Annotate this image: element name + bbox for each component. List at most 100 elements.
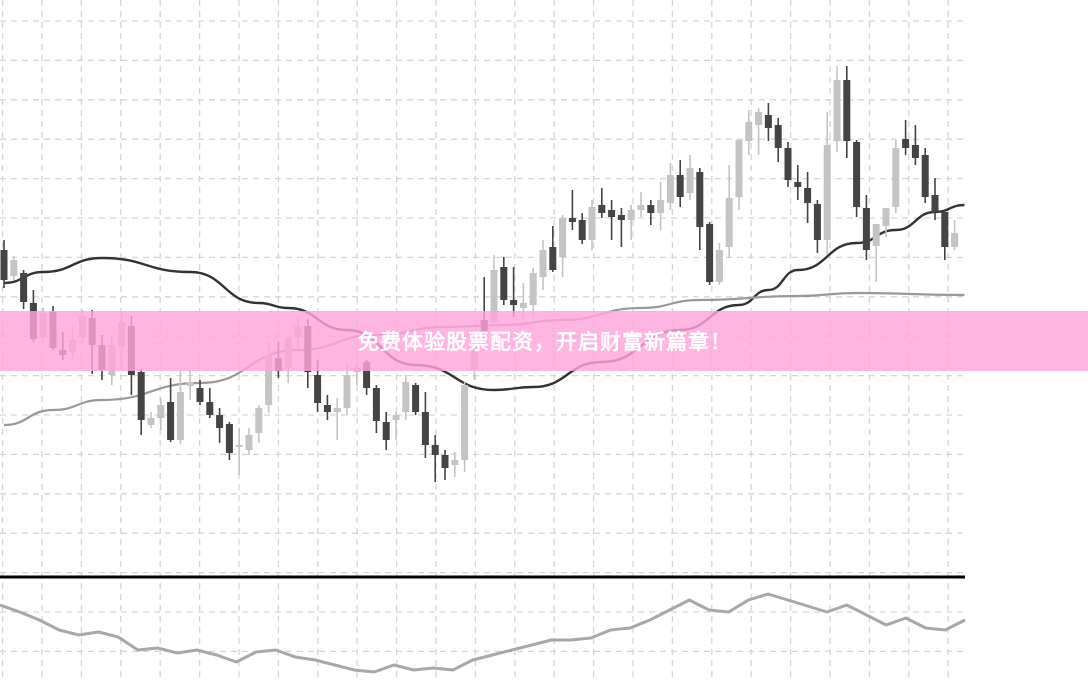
- candle-body: [235, 445, 243, 447]
- candle: [461, 382, 469, 472]
- candle: [853, 140, 861, 217]
- candle-body: [245, 435, 253, 450]
- candle-body: [157, 405, 165, 418]
- candle-body: [666, 175, 674, 203]
- candle: [167, 378, 175, 442]
- candle-body: [186, 382, 194, 386]
- candle-body: [196, 388, 204, 402]
- candle-body: [794, 182, 802, 187]
- candle: [255, 405, 263, 443]
- candle: [20, 270, 28, 309]
- candle-body: [902, 139, 910, 148]
- candle: [392, 412, 400, 440]
- candle: [794, 165, 802, 200]
- candle-body: [872, 224, 880, 246]
- candle: [657, 182, 665, 230]
- oscillator-line: [0, 592, 966, 674]
- candle-body: [921, 155, 929, 197]
- candle-body: [568, 218, 576, 222]
- moving-average-fast: [3, 203, 965, 392]
- candle: [676, 160, 684, 207]
- candle: [804, 172, 812, 223]
- candle-body: [578, 220, 586, 240]
- candle-body: [490, 270, 498, 322]
- candle: [637, 192, 645, 217]
- candle: [735, 140, 743, 210]
- candle: [206, 388, 214, 418]
- oscillator-panel: [0, 592, 966, 674]
- candle-body: [363, 362, 371, 388]
- candle-body: [676, 175, 684, 197]
- candle: [539, 240, 547, 290]
- candle-body: [715, 250, 723, 282]
- candle-body: [598, 205, 606, 213]
- candle-body: [372, 388, 380, 421]
- candle: [764, 103, 772, 141]
- candle-body: [137, 372, 145, 420]
- candle: [598, 188, 606, 218]
- candle: [951, 220, 959, 250]
- candle: [578, 213, 586, 244]
- candle-body: [451, 460, 459, 465]
- candle: [911, 125, 919, 165]
- candle: [696, 168, 704, 250]
- candle: [157, 398, 165, 430]
- candle-body: [882, 208, 890, 226]
- candle: [137, 369, 145, 435]
- candle-body: [382, 422, 390, 440]
- candle-body: [706, 224, 714, 282]
- candle-body: [20, 273, 28, 302]
- candle: [0, 240, 8, 288]
- candle: [833, 66, 841, 152]
- candle: [451, 452, 459, 477]
- candle: [627, 205, 635, 240]
- candle-body: [804, 188, 812, 203]
- promo-banner[interactable]: 免费体验股票配资，开启财富新篇章！: [0, 311, 1088, 371]
- candle-body: [588, 207, 596, 240]
- candle-body: [529, 273, 537, 305]
- candle-body: [853, 142, 861, 207]
- candle-body: [647, 205, 655, 213]
- candle: [647, 200, 655, 225]
- candle: [823, 112, 831, 255]
- candle-body: [323, 405, 331, 412]
- candle: [441, 450, 449, 480]
- candle-body: [206, 402, 214, 415]
- candle-body: [216, 415, 224, 428]
- candle-body: [784, 148, 792, 180]
- candle: [382, 412, 390, 450]
- candle-body: [843, 80, 851, 141]
- candle-body: [519, 303, 527, 308]
- candle-body: [255, 408, 263, 433]
- candle: [813, 200, 821, 253]
- candle-body: [176, 392, 184, 440]
- candle: [333, 398, 341, 440]
- candle-body: [931, 195, 939, 212]
- candle-body: [167, 402, 175, 440]
- candles: [0, 66, 959, 482]
- candle: [882, 208, 890, 237]
- candle: [216, 408, 224, 443]
- candle-body: [225, 424, 233, 453]
- candle-body: [510, 300, 518, 305]
- candle: [706, 222, 714, 285]
- candle: [10, 256, 18, 280]
- candle-body: [823, 145, 831, 240]
- candle-body: [314, 375, 322, 403]
- candle-body: [421, 412, 429, 445]
- candle-body: [686, 168, 694, 193]
- candle: [196, 380, 204, 405]
- candle: [872, 224, 880, 282]
- candle: [559, 215, 567, 277]
- candle: [862, 195, 870, 260]
- candle-body: [892, 148, 900, 207]
- candle-body: [343, 375, 351, 408]
- candle-body: [392, 415, 400, 420]
- candle-body: [735, 140, 743, 197]
- candle-body: [500, 267, 508, 300]
- candle-body: [265, 355, 273, 405]
- candle-body: [147, 418, 155, 425]
- candle-body: [402, 382, 410, 412]
- candle: [666, 163, 674, 210]
- candle: [725, 165, 733, 258]
